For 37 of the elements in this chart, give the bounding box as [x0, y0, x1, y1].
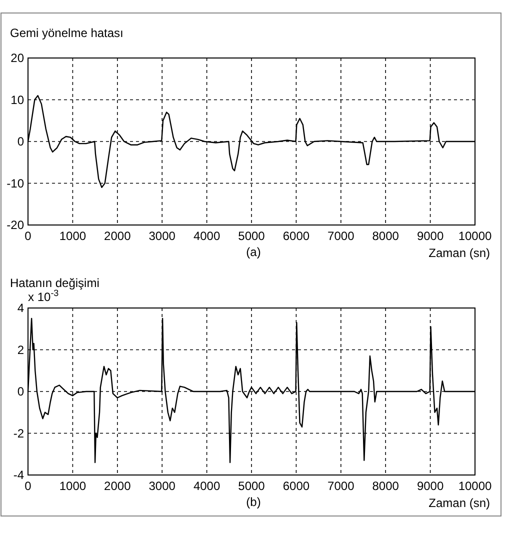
x-axis-title: Zaman (sn) [428, 246, 490, 260]
y-tick-label: -2 [13, 426, 24, 440]
x-tick-label: 8000 [372, 229, 400, 243]
chart-title: Hatanın değişimi [10, 276, 100, 290]
x-tick-label: 1000 [59, 479, 86, 493]
y-tick-label: 10 [10, 92, 24, 107]
x-tick-label: 9000 [416, 229, 444, 243]
text: x 10$^{-3}$ [28, 288, 59, 304]
x-tick-label: 5000 [238, 229, 266, 243]
x-tick-label: 2000 [104, 229, 132, 243]
x-tick-label: 7000 [328, 479, 355, 493]
y-tick-label: 4 [17, 301, 24, 315]
y-tick-label: 0 [17, 384, 24, 398]
y-tick-label: 2 [17, 342, 24, 357]
x-tick-label: 4000 [193, 479, 220, 493]
y-tick-label: -10 [6, 176, 24, 190]
text: (a) [246, 245, 261, 259]
x-tick-label: 7000 [328, 229, 355, 243]
y-tick-label: 0 [17, 134, 24, 148]
x-tick-label: 9000 [416, 479, 444, 493]
x-tick-label: 3000 [148, 229, 176, 243]
y-tick-label: -4 [13, 468, 24, 482]
x-tick-label: 1000 [59, 229, 86, 243]
x-tick-label: 3000 [148, 479, 176, 493]
x-tick-label: 4000 [193, 229, 220, 243]
x-tick-label: 6000 [282, 229, 310, 243]
chart-title: Gemi yönelme hatası [10, 26, 124, 40]
x-tick-label: 10000 [458, 479, 492, 493]
x-tick-label: 10000 [458, 229, 492, 243]
y-tick-label: 20 [10, 51, 24, 65]
text: (b) [246, 495, 261, 509]
x-tick-label: 2000 [104, 479, 132, 493]
x-tick-label: 6000 [282, 479, 310, 493]
x-tick-label: 8000 [372, 479, 400, 493]
x-tick-label: 5000 [238, 479, 266, 493]
y-tick-label: -20 [6, 218, 24, 232]
x-axis-title: Zaman (sn) [428, 496, 490, 510]
